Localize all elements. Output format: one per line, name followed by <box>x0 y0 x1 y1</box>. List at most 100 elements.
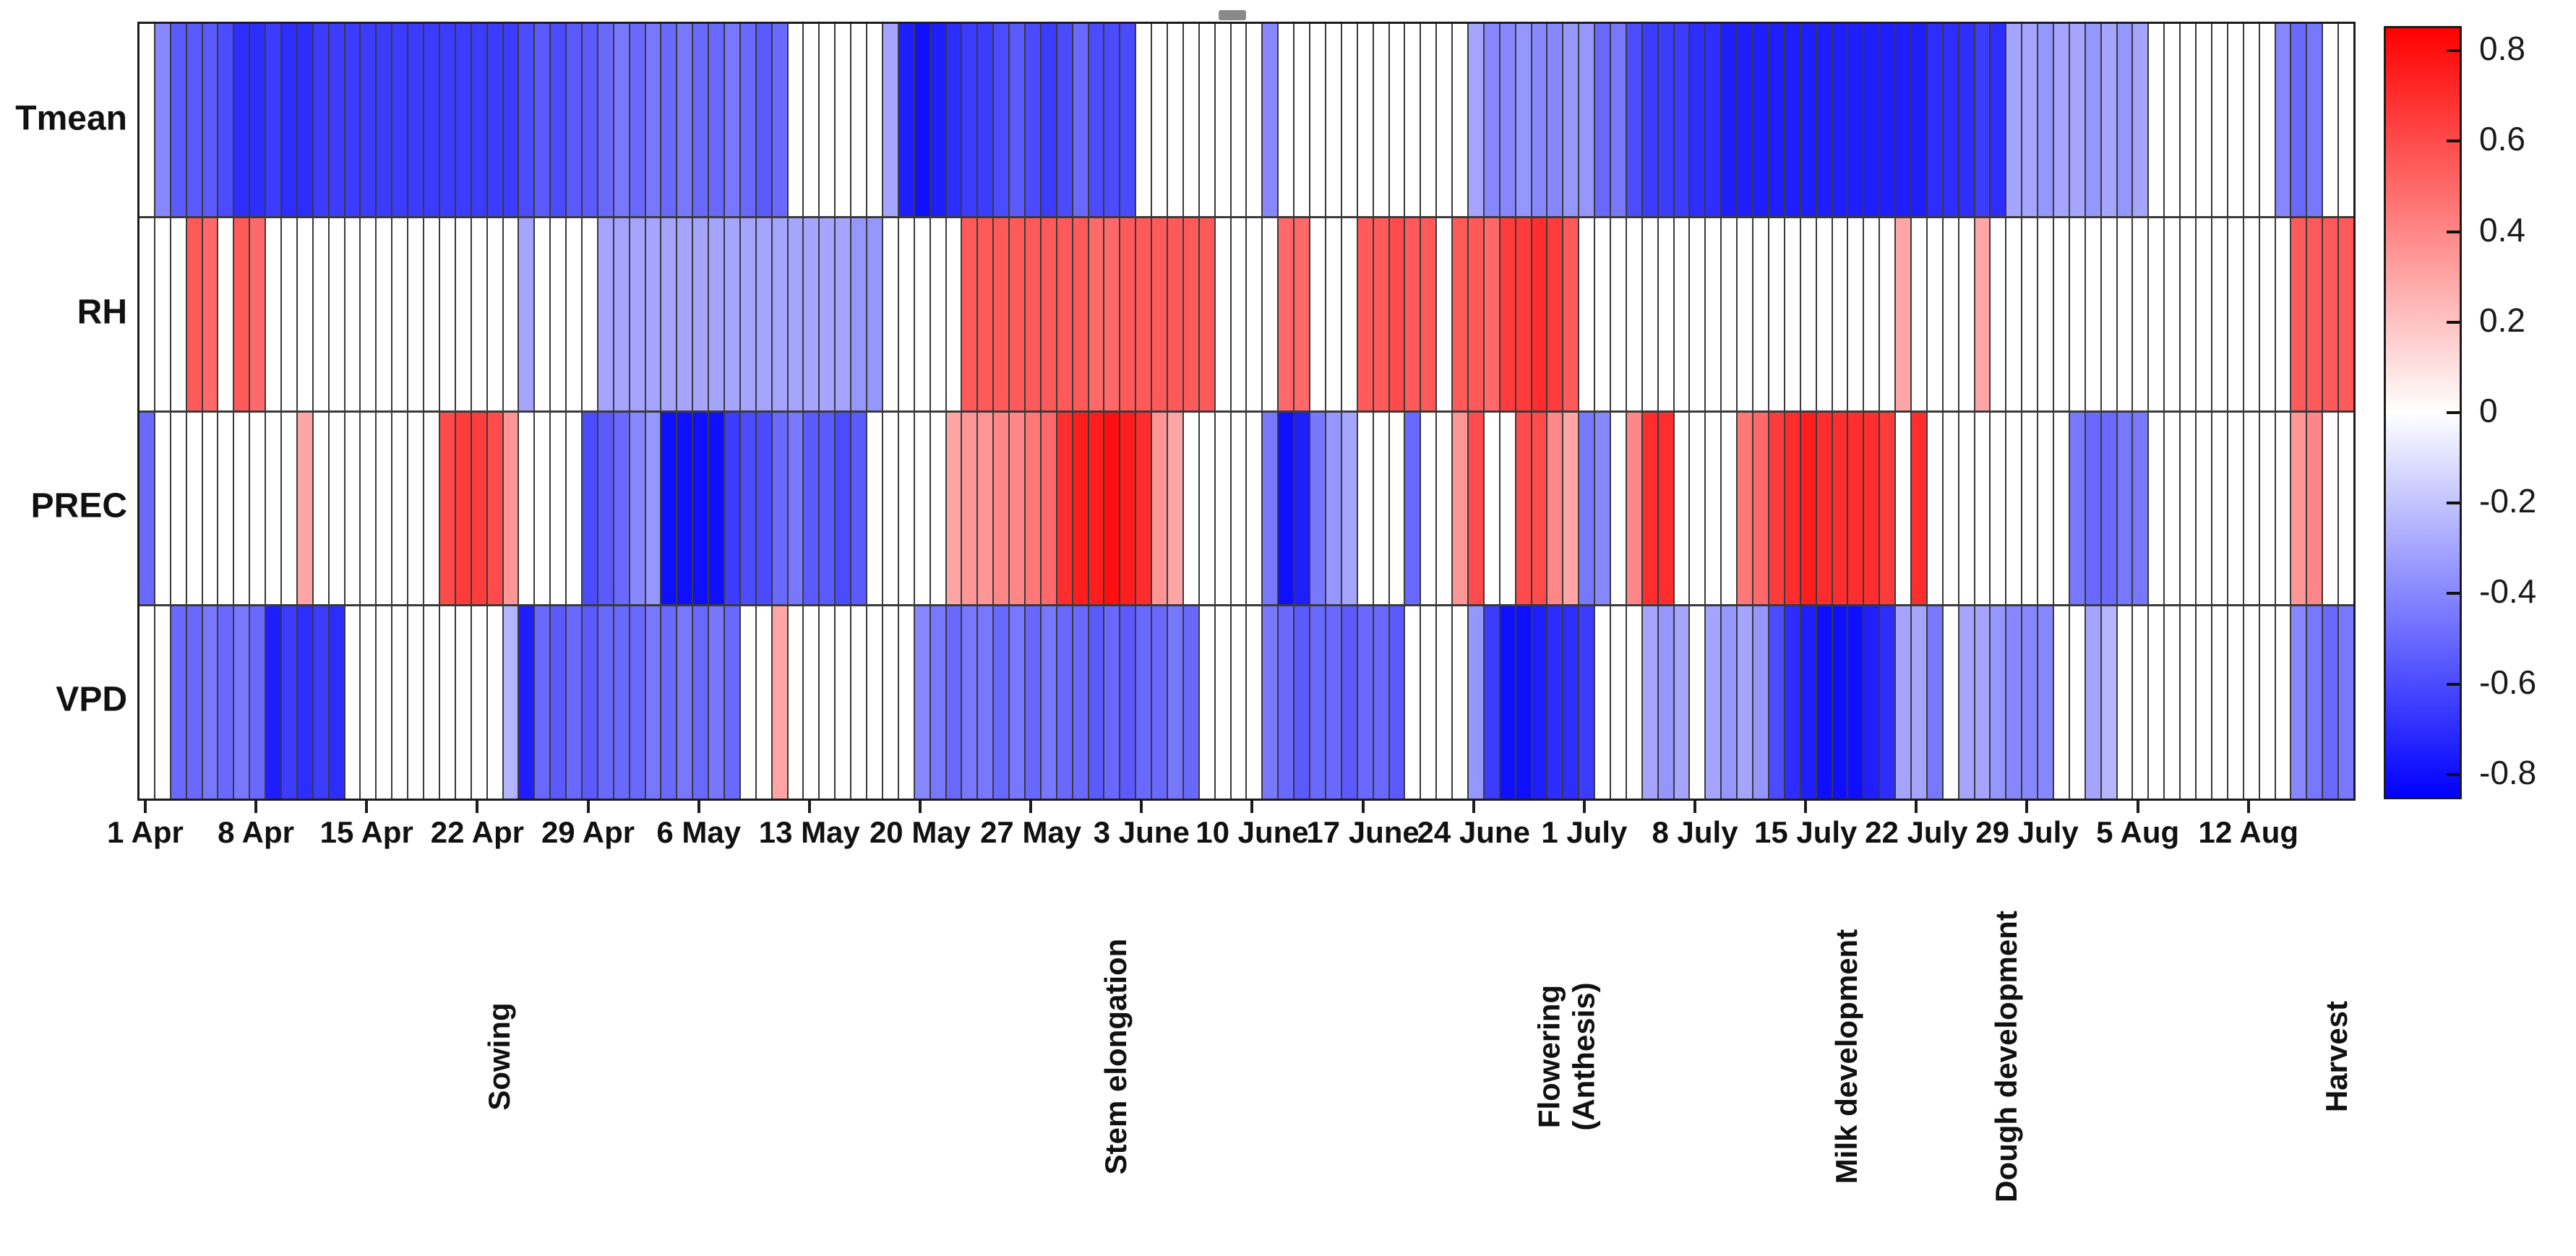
heatmap-cell <box>455 218 471 410</box>
x-axis-tick <box>2136 799 2139 813</box>
heatmap-cell <box>756 606 771 799</box>
heatmap-cell <box>1626 24 1641 216</box>
heatmap-cell <box>582 218 597 410</box>
heatmap-cell <box>503 24 518 216</box>
heatmap-cell <box>614 218 629 410</box>
heatmap-cell <box>1642 218 1657 410</box>
heatmap-cell <box>535 606 550 799</box>
heatmap-cell <box>1041 24 1056 216</box>
heatmap-cell <box>1025 606 1040 799</box>
heatmap-cell <box>266 606 281 799</box>
heatmap-cell <box>2133 412 2148 605</box>
x-axis-tick <box>807 799 811 813</box>
heatmap-cell <box>962 218 977 410</box>
heatmap-cell <box>2006 412 2022 605</box>
heatmap-cell <box>1975 24 1990 216</box>
heatmap-cell <box>756 412 771 605</box>
heatmap-cell <box>661 218 677 410</box>
heatmap-cell <box>1563 24 1579 216</box>
heatmap-cell <box>1152 218 1167 410</box>
heatmap-cell <box>2228 412 2243 605</box>
colorbar-tick-label: -0.8 <box>2479 753 2537 791</box>
heatmap-cell <box>820 606 835 799</box>
x-axis-tick <box>918 799 922 813</box>
heatmap-cell <box>740 412 755 605</box>
heatmap-cell <box>693 218 708 410</box>
heatmap-cell <box>2038 218 2053 410</box>
heatmap-cell <box>994 606 1009 799</box>
heatmap-cell <box>598 412 613 605</box>
colorbar-tick <box>2447 773 2460 776</box>
heatmap-cell <box>313 218 328 410</box>
colorbar-tick-label: 0.4 <box>2479 210 2525 249</box>
heatmap-cell <box>851 606 867 799</box>
heatmap-cell <box>139 218 154 410</box>
heatmap-cell <box>1104 218 1120 410</box>
heatmap-cell <box>1010 218 1024 410</box>
heatmap-cell <box>1405 24 1420 216</box>
heatmap-cell <box>645 24 661 216</box>
heatmap-cell <box>2259 606 2275 799</box>
heatmap-cell <box>155 412 170 605</box>
heatmap-cell <box>1341 606 1357 799</box>
heatmap-cell <box>2339 24 2353 216</box>
heatmap-cell <box>2149 606 2164 799</box>
heatmap-row-rh <box>139 218 2353 410</box>
heatmap-cell <box>503 412 518 605</box>
heatmap-cell <box>883 412 898 605</box>
heatmap-cell <box>2275 24 2291 216</box>
heatmap-cell <box>1010 24 1024 216</box>
heatmap-cell <box>408 24 424 216</box>
heatmap-cell <box>1532 412 1547 605</box>
heatmap-cell <box>218 218 233 410</box>
heatmap-cell <box>1041 218 1056 410</box>
heatmap-cell <box>1690 24 1705 216</box>
heatmap-cell <box>677 218 692 410</box>
heatmap-cell <box>1136 218 1151 410</box>
row-label-rh: RH <box>77 293 127 332</box>
x-axis-tick <box>476 799 479 813</box>
heatmap-cell <box>1959 606 1974 799</box>
heatmap-cell <box>1927 24 1942 216</box>
heatmap-cell <box>1073 218 1088 410</box>
heatmap-cell <box>725 412 739 605</box>
heatmap-cell <box>1279 412 1294 605</box>
heatmap-cell <box>1516 24 1531 216</box>
x-axis-tick <box>1915 799 1918 813</box>
heatmap-cell <box>361 412 376 605</box>
heatmap-cell <box>1152 24 1167 216</box>
heatmap-cell <box>1959 412 1974 605</box>
heatmap-cell <box>503 218 518 410</box>
heatmap-cell <box>1453 606 1467 799</box>
heatmap-cell <box>377 412 392 605</box>
heatmap-cell <box>1437 412 1452 605</box>
heatmap-cell <box>2291 24 2306 216</box>
heatmap-cell <box>898 24 914 216</box>
x-axis-tick <box>1029 799 1033 813</box>
heatmap-cell <box>202 218 218 410</box>
heatmap-cell <box>2307 24 2322 216</box>
heatmap-cell <box>392 606 408 799</box>
heatmap-cell <box>1279 606 1294 799</box>
heatmap-cell <box>1168 412 1182 605</box>
heatmap-cell <box>2244 412 2259 605</box>
heatmap-cell <box>1658 412 1673 605</box>
heatmap-cell <box>487 24 502 216</box>
heatmap-cell <box>202 24 218 216</box>
x-axis-tick-label: 20 May <box>869 815 971 849</box>
heatmap-cell <box>535 412 550 605</box>
heatmap-cell <box>2133 606 2148 799</box>
heatmap-cell <box>930 606 945 799</box>
heatmap-cell <box>2054 218 2069 410</box>
heatmap-cell <box>2022 24 2038 216</box>
heatmap-cell <box>788 218 803 410</box>
heatmap-cell <box>1864 24 1879 216</box>
heatmap-cell <box>139 606 154 799</box>
heatmap-cell <box>171 218 186 410</box>
heatmap-cell <box>1800 412 1816 605</box>
heatmap-cell <box>1484 218 1499 410</box>
heatmap-cell <box>1010 606 1024 799</box>
heatmap-cell <box>1500 606 1515 799</box>
heatmap-cell <box>2085 412 2100 605</box>
heatmap-cell <box>2212 606 2227 799</box>
